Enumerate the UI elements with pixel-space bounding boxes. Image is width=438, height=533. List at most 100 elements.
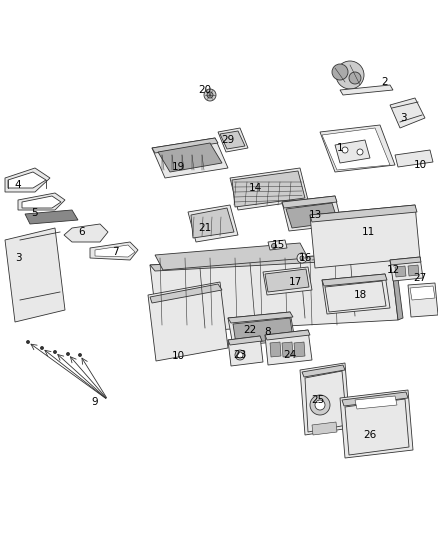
Circle shape (315, 400, 325, 410)
Text: 23: 23 (233, 350, 247, 360)
Circle shape (272, 244, 276, 248)
Polygon shape (188, 205, 238, 242)
Text: 3: 3 (15, 253, 21, 263)
Polygon shape (25, 210, 78, 224)
Polygon shape (322, 274, 390, 314)
Circle shape (332, 64, 348, 80)
Text: 26: 26 (364, 430, 377, 440)
Text: 16: 16 (298, 253, 311, 263)
Polygon shape (395, 266, 406, 277)
Polygon shape (286, 203, 338, 228)
Circle shape (40, 346, 43, 350)
Text: 7: 7 (112, 247, 118, 257)
Polygon shape (265, 330, 312, 365)
Text: 21: 21 (198, 223, 212, 233)
Polygon shape (150, 252, 398, 333)
Circle shape (78, 353, 81, 357)
Text: 5: 5 (32, 208, 38, 218)
Polygon shape (95, 245, 135, 257)
Polygon shape (390, 98, 425, 128)
Polygon shape (300, 363, 350, 435)
Text: 24: 24 (283, 350, 297, 360)
Text: 12: 12 (386, 265, 399, 275)
Polygon shape (5, 228, 65, 322)
Text: 20: 20 (198, 85, 212, 95)
Circle shape (204, 89, 216, 101)
Polygon shape (233, 318, 293, 344)
Polygon shape (228, 336, 262, 345)
Polygon shape (322, 128, 390, 170)
Text: 3: 3 (400, 113, 406, 123)
Circle shape (310, 395, 330, 415)
Polygon shape (218, 128, 248, 152)
Polygon shape (150, 284, 222, 303)
Polygon shape (22, 196, 61, 208)
Polygon shape (228, 312, 293, 323)
Polygon shape (390, 252, 403, 320)
Circle shape (207, 92, 213, 98)
Text: 6: 6 (79, 227, 85, 237)
Polygon shape (410, 286, 435, 300)
Polygon shape (152, 138, 218, 153)
Polygon shape (395, 150, 433, 167)
Polygon shape (390, 257, 423, 281)
Polygon shape (408, 265, 419, 276)
Polygon shape (268, 240, 287, 250)
Polygon shape (228, 312, 295, 346)
Polygon shape (232, 171, 305, 207)
Circle shape (300, 256, 304, 260)
Circle shape (235, 350, 245, 360)
Polygon shape (322, 274, 387, 286)
Polygon shape (282, 196, 342, 231)
Text: 17: 17 (288, 277, 302, 287)
Polygon shape (340, 85, 393, 95)
Text: 2: 2 (381, 77, 389, 87)
Polygon shape (230, 168, 308, 210)
Polygon shape (152, 138, 228, 178)
Polygon shape (408, 283, 438, 317)
Text: 10: 10 (171, 351, 184, 361)
Text: 14: 14 (248, 183, 261, 193)
Text: 10: 10 (413, 160, 427, 170)
Circle shape (336, 61, 364, 89)
Polygon shape (18, 193, 65, 210)
Polygon shape (302, 365, 345, 377)
Polygon shape (265, 330, 310, 340)
Circle shape (349, 72, 361, 84)
Text: 9: 9 (92, 397, 98, 407)
Polygon shape (158, 143, 222, 172)
Circle shape (342, 147, 348, 153)
Polygon shape (8, 172, 46, 188)
Polygon shape (325, 281, 386, 312)
Text: 29: 29 (221, 135, 235, 145)
Circle shape (237, 352, 243, 358)
Polygon shape (155, 243, 308, 270)
Polygon shape (340, 390, 413, 458)
Text: 18: 18 (353, 290, 367, 300)
Polygon shape (320, 125, 395, 172)
Polygon shape (345, 399, 409, 455)
Circle shape (27, 341, 29, 343)
Polygon shape (220, 131, 245, 149)
Polygon shape (294, 342, 305, 357)
Polygon shape (228, 336, 263, 366)
Text: 4: 4 (15, 180, 21, 190)
Text: 27: 27 (413, 273, 427, 283)
Text: 19: 19 (171, 162, 185, 172)
Polygon shape (355, 396, 397, 409)
Polygon shape (390, 257, 421, 265)
Text: 11: 11 (361, 227, 374, 237)
Polygon shape (282, 342, 293, 357)
Text: 1: 1 (337, 143, 343, 153)
Polygon shape (310, 205, 420, 268)
Text: 25: 25 (311, 395, 325, 405)
Circle shape (297, 253, 307, 263)
Polygon shape (305, 371, 347, 432)
Polygon shape (148, 282, 228, 361)
Polygon shape (310, 205, 417, 222)
Text: 8: 8 (265, 327, 271, 337)
Polygon shape (64, 224, 108, 242)
Polygon shape (5, 168, 50, 192)
Polygon shape (342, 392, 408, 406)
Text: 13: 13 (308, 210, 321, 220)
